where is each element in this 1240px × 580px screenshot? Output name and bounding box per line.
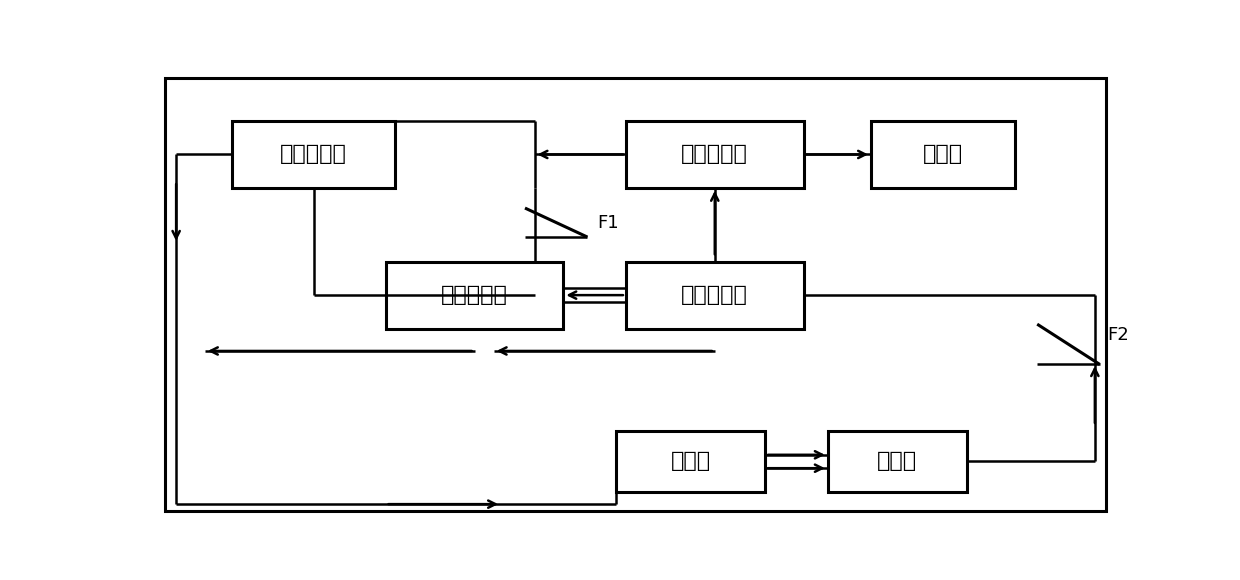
Bar bbox=[828, 432, 967, 492]
Text: F2: F2 bbox=[1107, 327, 1130, 345]
Text: 蓄水池: 蓄水池 bbox=[671, 451, 711, 472]
Bar bbox=[626, 121, 804, 188]
Bar bbox=[616, 432, 765, 492]
Text: 离心泵: 离心泵 bbox=[878, 451, 918, 472]
Bar bbox=[870, 121, 1016, 188]
Text: 电磁流量计: 电磁流量计 bbox=[681, 285, 748, 305]
Text: F1: F1 bbox=[596, 213, 619, 231]
Text: 记录仪: 记录仪 bbox=[923, 144, 963, 165]
Bar bbox=[626, 262, 804, 329]
Text: 流量调节仪: 流量调节仪 bbox=[681, 144, 748, 165]
Text: 电动调节阀: 电动调节阀 bbox=[441, 285, 508, 305]
Text: 水槽试验段: 水槽试验段 bbox=[280, 144, 347, 165]
Bar bbox=[232, 121, 396, 188]
Bar bbox=[386, 262, 563, 329]
